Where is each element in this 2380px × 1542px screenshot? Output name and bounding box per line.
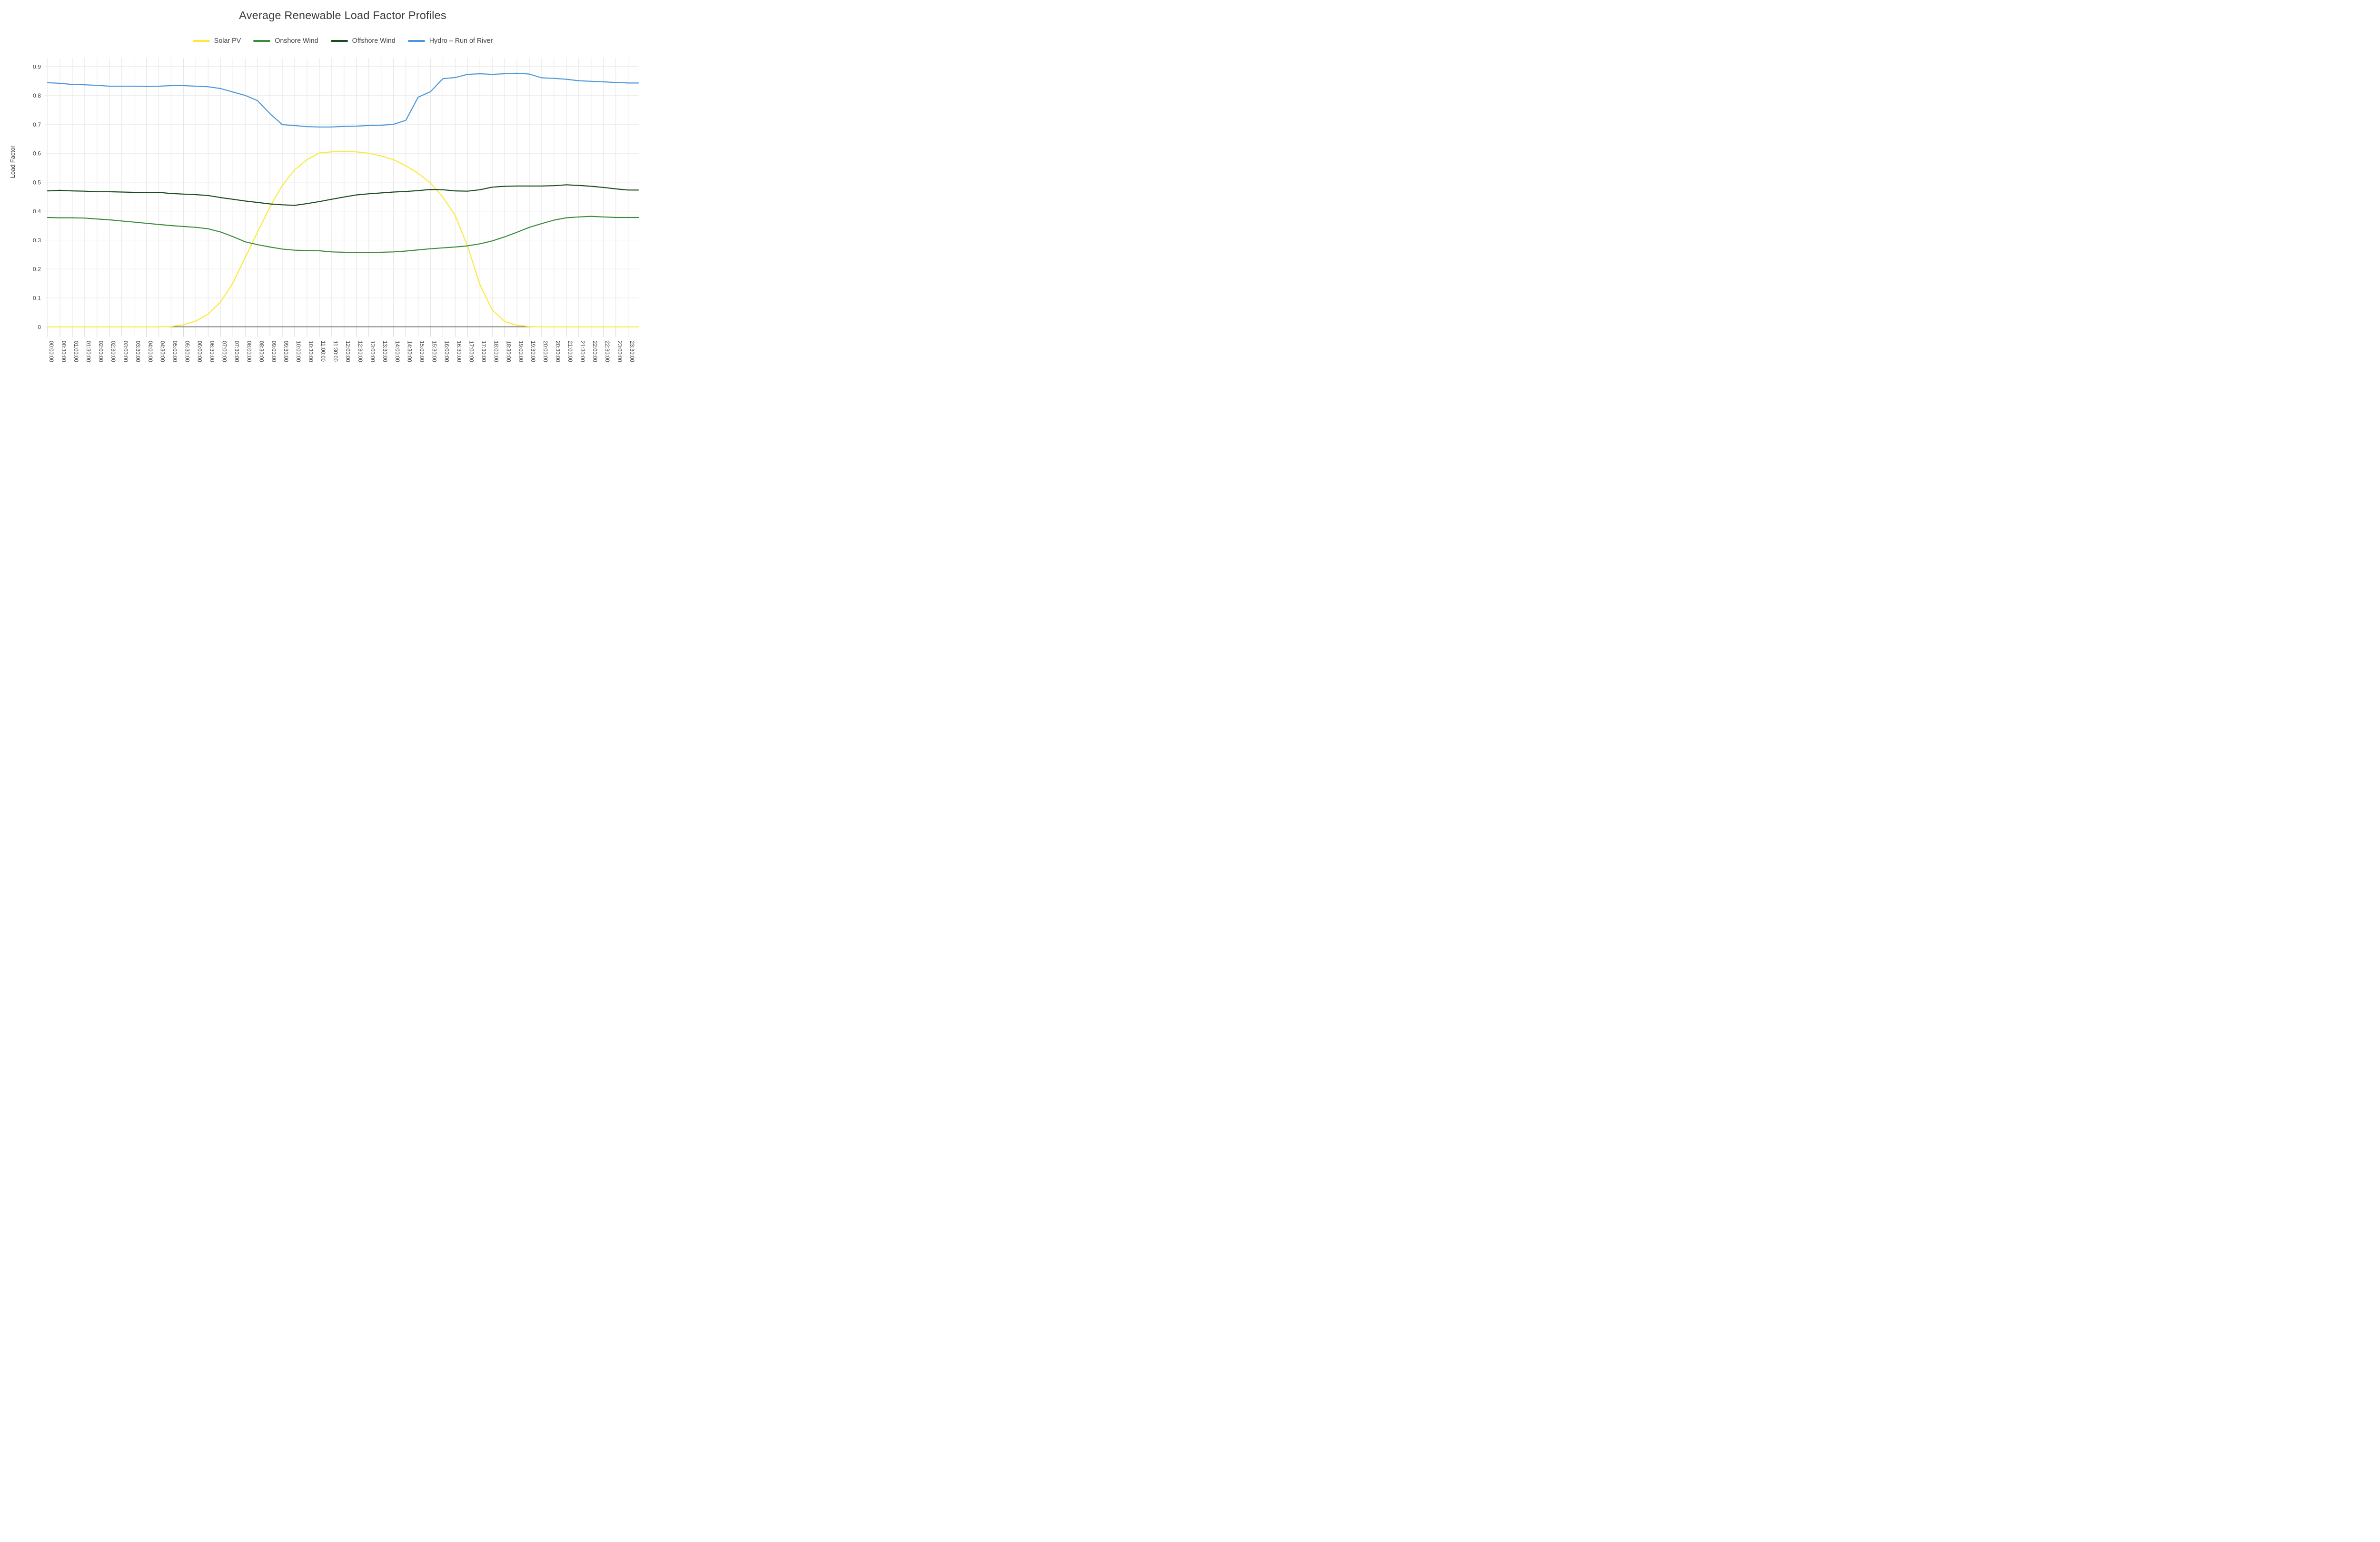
x-tick-label: 11:30:00	[332, 341, 338, 362]
legend-label: Hydro – Run of River	[429, 37, 493, 45]
x-tick-label: 09:30:00	[283, 341, 288, 362]
x-tick-label: 00:30:00	[60, 341, 66, 362]
x-tick-label: 00:00:00	[48, 341, 54, 362]
legend-label: Solar PV	[214, 37, 241, 45]
x-tick-label: 18:00:00	[493, 341, 498, 362]
x-tick-label: 22:30:00	[604, 341, 610, 362]
series-line-offshore-wind	[47, 184, 639, 206]
y-axis-title: Load Factor	[9, 145, 16, 178]
y-tick-label: 0.8	[33, 92, 41, 99]
x-tick-label: 12:30:00	[357, 341, 363, 362]
x-tick-label: 19:30:00	[530, 341, 536, 362]
x-tick-label: 10:30:00	[307, 341, 313, 362]
x-tick-label: 13:30:00	[382, 341, 387, 362]
x-tick-label: 04:30:00	[159, 341, 165, 362]
x-tick-label: 08:00:00	[246, 341, 251, 362]
x-tick-label: 14:30:00	[407, 341, 412, 362]
legend-item-onshore-wind[interactable]: Onshore Wind	[253, 37, 318, 45]
x-tick-label: 22:00:00	[592, 341, 597, 362]
x-tick-label: 02:30:00	[110, 341, 116, 362]
x-tick-label: 04:00:00	[147, 341, 153, 362]
x-tick-label: 16:00:00	[444, 341, 449, 362]
legend-item-hydro-run-of-river[interactable]: Hydro – Run of River	[407, 37, 493, 45]
x-tick-label: 01:30:00	[85, 341, 91, 362]
x-tick-label: 07:30:00	[233, 341, 239, 362]
legend-item-offshore-wind[interactable]: Offshore Wind	[330, 37, 396, 45]
x-tick-label: 17:00:00	[468, 341, 474, 362]
chart-figure: Average Renewable Load Factor Profiles S…	[0, 0, 685, 386]
x-tick-label: 03:30:00	[135, 341, 140, 362]
x-tick-label: 14:00:00	[394, 341, 400, 362]
y-tick-label: 0.2	[33, 266, 41, 273]
y-tick-label: 0	[38, 324, 41, 330]
y-tick-label: 0.9	[33, 63, 41, 70]
x-tick-label: 05:30:00	[184, 341, 190, 362]
x-tick-label: 10:00:00	[295, 341, 301, 362]
x-tick-label: 20:30:00	[555, 341, 560, 362]
x-tick-label: 06:30:00	[209, 341, 215, 362]
x-tick-label: 15:00:00	[419, 341, 425, 362]
legend-item-solar-pv[interactable]: Solar PV	[192, 37, 241, 45]
legend-swatch-icon	[253, 40, 271, 42]
x-tick-label: 01:00:00	[73, 341, 79, 362]
x-tick-label: 23:30:00	[629, 341, 635, 362]
x-tick-label: 06:00:00	[197, 341, 202, 362]
legend-label: Offshore Wind	[352, 37, 396, 45]
x-tick-label: 08:30:00	[258, 341, 264, 362]
x-tick-label: 17:30:00	[480, 341, 486, 362]
y-tick-label: 0.3	[33, 237, 41, 244]
chart-canvas-wrap: 0 0.1 0.2 0.3 0.4 0.5 0.6 0.7 0.8 0.9 00:00:00 00:3…	[0, 0, 685, 386]
chart-canvas: 0 0.1 0.2 0.3 0.4 0.5 0.6 0.7 0.8 0.9 00:00:00 00:3…	[9, 58, 639, 362]
y-tick-label: 0.6	[33, 150, 41, 157]
x-tick-label: 19:00:00	[517, 341, 523, 362]
x-tick-label: 02:00:00	[98, 341, 103, 362]
legend-swatch-icon	[407, 40, 425, 42]
x-tick-label: 13:00:00	[369, 341, 375, 362]
x-tick-label: 18:30:00	[505, 341, 511, 362]
x-tick-label: 21:00:00	[567, 341, 573, 362]
x-tick-label: 21:30:00	[579, 341, 585, 362]
x-tick-label: 23:00:00	[616, 341, 622, 362]
x-tick-label: 09:00:00	[270, 341, 276, 362]
y-tick-label: 0.7	[33, 121, 41, 128]
x-tick-label: 16:30:00	[456, 341, 462, 362]
series-line-hydro-run-of-river	[47, 72, 639, 128]
legend: Solar PV Onshore Wind Offshore Wind Hydro –…	[0, 37, 685, 45]
x-tick-label: 20:00:00	[542, 341, 548, 362]
x-tick-label: 12:00:00	[345, 341, 350, 362]
y-tick-label: 0.1	[33, 295, 41, 301]
y-tick-label: 0.5	[33, 179, 41, 186]
chart-title: Average Renewable Load Factor Profiles	[239, 9, 446, 21]
series-line-onshore-wind	[47, 216, 639, 253]
x-tick-label: 15:30:00	[431, 341, 437, 362]
x-tick-label: 03:00:00	[122, 341, 128, 362]
x-tick-label: 05:00:00	[172, 341, 178, 362]
legend-swatch-icon	[330, 40, 348, 42]
legend-swatch-icon	[192, 40, 210, 42]
y-tick-label: 0.4	[33, 208, 41, 215]
x-tick-label: 07:00:00	[221, 341, 227, 362]
x-tick-label: 11:00:00	[320, 341, 326, 362]
legend-label: Onshore Wind	[275, 37, 318, 45]
series-line-solar-pv	[47, 150, 639, 327]
